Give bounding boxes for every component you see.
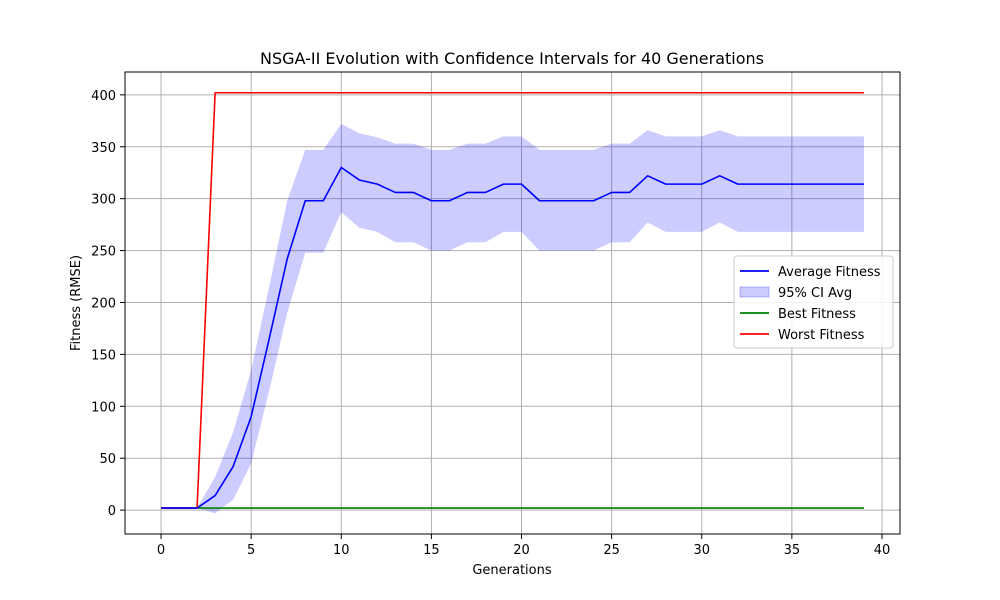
average-fitness-line [161, 166, 864, 509]
legend: Average Fitness 95% CI Avg Best Fitness Wor… [733, 255, 894, 349]
worst-fitness-line [161, 91, 864, 509]
y-axis-label: Fitness (RMSE) [69, 255, 84, 351]
x-axis-label: Generations [472, 563, 552, 578]
x-tick-label: 30 [693, 543, 710, 558]
y-tick-label: 350 [91, 141, 116, 156]
y-tick-label: 400 [91, 89, 116, 104]
y-tick-label: 50 [99, 452, 116, 467]
x-tick-label: 20 [513, 543, 530, 558]
plot-frame [124, 71, 901, 535]
x-tick-label: 10 [333, 543, 350, 558]
legend-box [733, 255, 894, 349]
legend-label-95-ci-avg: 95% CI Avg [778, 286, 852, 301]
x-tick-label: 5 [247, 543, 255, 558]
ci-band-95 [161, 123, 864, 514]
chart-title: NSGA-II Evolution with Confidence Interv… [260, 49, 764, 68]
y-tick-label: 150 [91, 348, 116, 363]
legend-label-best-fitness: Best Fitness [778, 307, 856, 322]
y-tick-label: 0 [108, 504, 116, 519]
series-lines-layer [161, 91, 864, 509]
x-tick-label: 40 [874, 543, 891, 558]
legend-label-average-fitness: Average Fitness [778, 265, 881, 280]
x-tick-label: 0 [157, 543, 165, 558]
legend-swatch-95-ci-avg [739, 286, 770, 298]
y-tick-label: 200 [91, 296, 116, 311]
y-tick-label: 300 [91, 193, 116, 208]
y-tick-label: 100 [91, 400, 116, 415]
x-tick-label: 15 [423, 543, 440, 558]
confidence-band-layer [161, 123, 864, 514]
x-tick-label: 35 [784, 543, 801, 558]
grid [125, 72, 900, 534]
y-tick-label: 250 [91, 245, 116, 260]
x-tick-label: 25 [603, 543, 620, 558]
legend-label-worst-fitness: Worst Fitness [778, 328, 865, 343]
